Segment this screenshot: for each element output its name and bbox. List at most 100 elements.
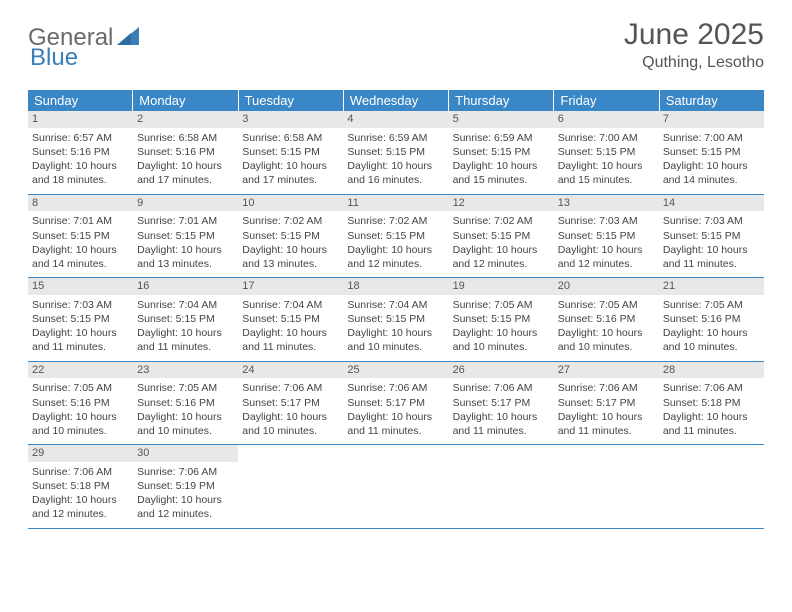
day-number: 28 xyxy=(659,362,764,379)
calendar-cell: 11Sunrise: 7:02 AMSunset: 5:15 PMDayligh… xyxy=(343,195,448,278)
sunset-text: Sunset: 5:19 PM xyxy=(137,479,234,493)
day-number: 20 xyxy=(554,278,659,295)
sunset-text: Sunset: 5:15 PM xyxy=(558,145,655,159)
daylight-text: Daylight: 10 hours and 10 minutes. xyxy=(32,410,129,438)
sunset-text: Sunset: 5:15 PM xyxy=(32,229,129,243)
sunrise-text: Sunrise: 7:03 AM xyxy=(32,298,129,312)
sunrise-text: Sunrise: 6:57 AM xyxy=(32,131,129,145)
day-number: 9 xyxy=(133,195,238,212)
sunset-text: Sunset: 5:15 PM xyxy=(32,312,129,326)
sunset-text: Sunset: 5:15 PM xyxy=(347,229,444,243)
sunrise-text: Sunrise: 7:05 AM xyxy=(32,381,129,395)
calendar-cell: 7Sunrise: 7:00 AMSunset: 5:15 PMDaylight… xyxy=(659,111,764,194)
day-number: 11 xyxy=(343,195,448,212)
sunset-text: Sunset: 5:15 PM xyxy=(663,145,760,159)
sunrise-text: Sunrise: 7:05 AM xyxy=(663,298,760,312)
daylight-text: Daylight: 10 hours and 10 minutes. xyxy=(347,326,444,354)
daylight-text: Daylight: 10 hours and 11 minutes. xyxy=(242,326,339,354)
sunrise-text: Sunrise: 7:06 AM xyxy=(347,381,444,395)
sunrise-text: Sunrise: 7:02 AM xyxy=(242,214,339,228)
calendar-cell: 25Sunrise: 7:06 AMSunset: 5:17 PMDayligh… xyxy=(343,362,448,445)
day-number: 27 xyxy=(554,362,659,379)
daylight-text: Daylight: 10 hours and 15 minutes. xyxy=(558,159,655,187)
day-header: Tuesday xyxy=(239,90,344,111)
calendar-cell: 3Sunrise: 6:58 AMSunset: 5:15 PMDaylight… xyxy=(238,111,343,194)
day-number: 8 xyxy=(28,195,133,212)
day-header: Monday xyxy=(133,90,238,111)
daylight-text: Daylight: 10 hours and 11 minutes. xyxy=(453,410,550,438)
calendar-cell xyxy=(343,445,448,528)
calendar-cell: 29Sunrise: 7:06 AMSunset: 5:18 PMDayligh… xyxy=(28,445,133,528)
calendar-cell: 13Sunrise: 7:03 AMSunset: 5:15 PMDayligh… xyxy=(554,195,659,278)
calendar-cell: 15Sunrise: 7:03 AMSunset: 5:15 PMDayligh… xyxy=(28,278,133,361)
daylight-text: Daylight: 10 hours and 10 minutes. xyxy=(242,410,339,438)
calendar-cell: 21Sunrise: 7:05 AMSunset: 5:16 PMDayligh… xyxy=(659,278,764,361)
calendar-cell: 19Sunrise: 7:05 AMSunset: 5:15 PMDayligh… xyxy=(449,278,554,361)
calendar-cell: 9Sunrise: 7:01 AMSunset: 5:15 PMDaylight… xyxy=(133,195,238,278)
daylight-text: Daylight: 10 hours and 11 minutes. xyxy=(558,410,655,438)
sunrise-text: Sunrise: 7:03 AM xyxy=(558,214,655,228)
daylight-text: Daylight: 10 hours and 10 minutes. xyxy=(137,410,234,438)
sunset-text: Sunset: 5:17 PM xyxy=(347,396,444,410)
day-number: 19 xyxy=(449,278,554,295)
sunrise-text: Sunrise: 7:04 AM xyxy=(347,298,444,312)
sunrise-text: Sunrise: 7:01 AM xyxy=(137,214,234,228)
calendar-cell: 28Sunrise: 7:06 AMSunset: 5:18 PMDayligh… xyxy=(659,362,764,445)
daylight-text: Daylight: 10 hours and 18 minutes. xyxy=(32,159,129,187)
day-number: 18 xyxy=(343,278,448,295)
sunset-text: Sunset: 5:17 PM xyxy=(242,396,339,410)
location: Quthing, Lesotho xyxy=(624,54,764,72)
day-number: 23 xyxy=(133,362,238,379)
sunrise-text: Sunrise: 7:06 AM xyxy=(32,465,129,479)
sunset-text: Sunset: 5:16 PM xyxy=(137,145,234,159)
day-header-row: SundayMondayTuesdayWednesdayThursdayFrid… xyxy=(28,90,764,111)
day-number: 7 xyxy=(659,111,764,128)
day-number: 17 xyxy=(238,278,343,295)
week-row: 1 Sunrise: 6:57 AM Sunset: 5:16 PM Daylight… xyxy=(28,111,764,195)
day-header: Saturday xyxy=(660,90,764,111)
week-row: 22Sunrise: 7:05 AMSunset: 5:16 PMDayligh… xyxy=(28,362,764,446)
sunrise-text: Sunrise: 6:59 AM xyxy=(453,131,550,145)
day-number: 25 xyxy=(343,362,448,379)
title-block: June 2025 Quthing, Lesotho xyxy=(624,18,764,72)
calendar-cell: 6Sunrise: 7:00 AMSunset: 5:15 PMDaylight… xyxy=(554,111,659,194)
daylight-text: Daylight: 10 hours and 12 minutes. xyxy=(558,243,655,271)
day-header: Sunday xyxy=(28,90,133,111)
day-number: 29 xyxy=(28,445,133,462)
calendar-cell: 2Sunrise: 6:58 AMSunset: 5:16 PMDaylight… xyxy=(133,111,238,194)
daylight-text: Daylight: 10 hours and 16 minutes. xyxy=(347,159,444,187)
calendar-cell: 24Sunrise: 7:06 AMSunset: 5:17 PMDayligh… xyxy=(238,362,343,445)
day-number: 10 xyxy=(238,195,343,212)
calendar-cell: 10Sunrise: 7:02 AMSunset: 5:15 PMDayligh… xyxy=(238,195,343,278)
sunrise-text: Sunrise: 7:06 AM xyxy=(137,465,234,479)
calendar-cell: 8Sunrise: 7:01 AMSunset: 5:15 PMDaylight… xyxy=(28,195,133,278)
day-number: 3 xyxy=(238,111,343,128)
month-title: June 2025 xyxy=(624,18,764,52)
calendar-cell: 17Sunrise: 7:04 AMSunset: 5:15 PMDayligh… xyxy=(238,278,343,361)
day-number: 5 xyxy=(449,111,554,128)
day-number: 15 xyxy=(28,278,133,295)
calendar-cell: 30Sunrise: 7:06 AMSunset: 5:19 PMDayligh… xyxy=(133,445,238,528)
sunset-text: Sunset: 5:16 PM xyxy=(663,312,760,326)
sunrise-text: Sunrise: 7:02 AM xyxy=(347,214,444,228)
sunrise-text: Sunrise: 7:05 AM xyxy=(558,298,655,312)
sunrise-text: Sunrise: 7:02 AM xyxy=(453,214,550,228)
sunset-text: Sunset: 5:16 PM xyxy=(32,396,129,410)
daylight-text: Daylight: 10 hours and 12 minutes. xyxy=(32,493,129,521)
daylight-text: Daylight: 10 hours and 11 minutes. xyxy=(137,326,234,354)
sunset-text: Sunset: 5:15 PM xyxy=(453,312,550,326)
calendar-cell: 18 Sunrise: 7:04 AMSunset: 5:15 PMDayligh… xyxy=(343,278,448,361)
calendar-cell xyxy=(659,445,764,528)
sunset-text: Sunset: 5:15 PM xyxy=(242,229,339,243)
daylight-text: Daylight: 10 hours and 10 minutes. xyxy=(663,326,760,354)
sunrise-text: Sunrise: 7:04 AM xyxy=(137,298,234,312)
calendar-cell xyxy=(449,445,554,528)
logo-triangle-icon xyxy=(117,24,139,52)
day-number: 14 xyxy=(659,195,764,212)
sunset-text: Sunset: 5:17 PM xyxy=(453,396,550,410)
daylight-text: Daylight: 10 hours and 12 minutes. xyxy=(137,493,234,521)
sunset-text: Sunset: 5:15 PM xyxy=(347,312,444,326)
week-row: 29Sunrise: 7:06 AMSunset: 5:18 PMDayligh… xyxy=(28,445,764,529)
day-number: 1 xyxy=(28,111,133,128)
calendar-cell: 22Sunrise: 7:05 AMSunset: 5:16 PMDayligh… xyxy=(28,362,133,445)
